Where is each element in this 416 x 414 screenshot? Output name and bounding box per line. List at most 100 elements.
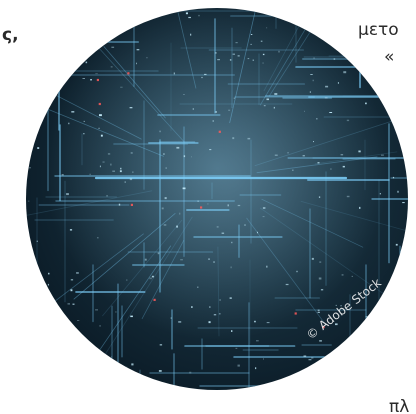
grid-dot <box>47 283 49 286</box>
red-dot <box>130 203 133 206</box>
grid-dot <box>287 152 289 154</box>
grid-dot <box>72 303 75 305</box>
grid-dot <box>401 68 405 71</box>
grid-dot <box>209 306 211 308</box>
grid-dot <box>208 258 210 260</box>
grid-dot <box>48 344 52 345</box>
grid-dot <box>262 207 266 209</box>
grid-dot <box>325 380 329 383</box>
grid-dot <box>67 378 71 380</box>
grid-ray <box>102 219 183 317</box>
grid-dot <box>43 33 47 35</box>
grid-ray <box>92 216 193 375</box>
grid-dot <box>229 297 232 299</box>
red-dot <box>200 206 203 209</box>
grid-dot <box>365 102 367 105</box>
grid-dot <box>309 91 311 93</box>
grid-dot <box>333 58 336 60</box>
grid-dot <box>296 270 298 273</box>
grid-dot <box>274 154 278 156</box>
grid-dot <box>384 42 387 44</box>
grid-dot <box>262 216 265 218</box>
grid-dot <box>191 306 193 308</box>
grid-dot <box>358 150 361 153</box>
grid-dot <box>85 61 88 64</box>
grid-dot <box>118 203 121 206</box>
grid-dot <box>183 94 185 95</box>
grid-dot <box>158 370 162 372</box>
grid-dot <box>303 355 307 357</box>
grid-dot <box>129 178 133 181</box>
grid-dot <box>165 167 167 169</box>
grid-dot <box>317 312 320 313</box>
grid-dot <box>99 325 101 327</box>
grid-dot <box>329 112 333 113</box>
grid-dot <box>31 19 33 22</box>
grid-dot <box>182 187 186 190</box>
grid-dot <box>38 326 42 328</box>
grid-dot <box>76 272 79 274</box>
grid-dot <box>221 232 225 234</box>
grid-dot <box>378 75 381 77</box>
grid-dot <box>335 323 338 326</box>
grid-dot <box>71 111 75 113</box>
grid-dot <box>71 330 75 333</box>
grid-dot <box>252 59 254 61</box>
grid-dot <box>97 237 99 239</box>
grid-dot <box>208 321 211 324</box>
grid-dot <box>129 107 133 109</box>
grid-dot <box>146 57 148 59</box>
grid-dot <box>403 11 405 14</box>
grid-dot <box>263 358 264 360</box>
grid-dot <box>39 373 43 376</box>
grid-dot <box>233 97 235 99</box>
grid-dot <box>66 193 69 196</box>
grid-dot <box>63 30 67 33</box>
grid-dot <box>136 62 137 65</box>
red-dot <box>98 102 101 106</box>
grid-dot <box>375 82 378 83</box>
grid-dot <box>124 181 126 183</box>
text-fragment-bottom-right: πλ <box>389 397 410 414</box>
grid-dot <box>351 275 353 277</box>
grid-dot <box>45 344 47 346</box>
grid-dot <box>282 385 284 387</box>
grid-dot <box>119 170 122 173</box>
grid-dot <box>51 30 53 32</box>
grid-dot <box>130 385 133 388</box>
grid-dot <box>209 149 212 151</box>
grid-dot <box>115 311 117 313</box>
grid-dot <box>163 224 167 226</box>
grid-dot <box>397 117 399 119</box>
grid-dot <box>254 320 256 323</box>
grid-dot <box>70 279 74 281</box>
grid-dot <box>292 169 294 171</box>
grid-dot <box>250 34 253 35</box>
grid-dot <box>318 277 322 280</box>
grid-dot <box>161 207 164 210</box>
grid-dot <box>31 310 33 312</box>
grid-dot <box>381 154 384 156</box>
grid-dot <box>217 59 220 61</box>
grid-dot <box>201 76 203 79</box>
grid-dot <box>188 16 191 19</box>
grid-dot <box>304 110 305 112</box>
grid-dot <box>96 29 98 31</box>
grid-dot <box>214 52 217 54</box>
grid-dot <box>365 316 369 318</box>
grid-dot <box>70 289 73 292</box>
grid-dot <box>319 340 322 342</box>
grid-dot <box>247 58 250 60</box>
grid-dot <box>266 265 268 268</box>
grid-ray <box>217 246 220 337</box>
grid-dot <box>33 334 37 337</box>
text-fragment-quote: « <box>384 47 395 67</box>
red-dot <box>294 312 297 315</box>
grid-dot <box>285 283 289 286</box>
grid-dot <box>159 344 163 346</box>
grid-dot <box>163 153 165 155</box>
grid-dot <box>213 261 215 263</box>
grid-dot <box>73 52 75 55</box>
grid-dot <box>342 165 345 168</box>
